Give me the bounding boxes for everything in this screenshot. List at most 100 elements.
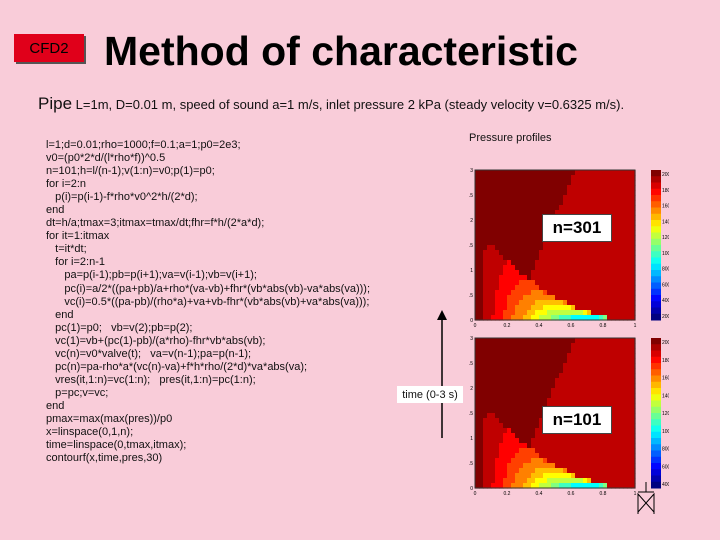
colorbar-tick-label: 1600 — [662, 204, 669, 210]
x-tick-label: 0.6 — [568, 491, 575, 497]
colorbar-swatch — [651, 438, 661, 445]
colorbar-swatch — [651, 232, 661, 240]
pressure-contour-plot-bottom: 3 2.5 2 1.5 1 0.5 00 0.2 0.4 0.6 0.8 1 2000 1800 1600 1… — [469, 328, 669, 498]
colorbar-swatch — [651, 388, 661, 395]
colorbar-swatch — [651, 195, 661, 202]
x-tick-label: 1 — [634, 491, 637, 497]
colorbar-tick-label: 1200 — [662, 235, 669, 241]
code-line: p(i)=p(i-1)-f*rho*v0^2*h/(2*d); — [46, 191, 198, 204]
y-tick-label: 3 — [470, 336, 473, 342]
contour-field — [475, 338, 636, 489]
code-line: end — [46, 399, 65, 412]
code-line: dt=h/a;tmax=3;itmax=tmax/dt;fhr=f*h/(2*a… — [46, 217, 265, 230]
x-tick-label: 0.8 — [600, 491, 607, 497]
code-line: end — [46, 308, 74, 321]
subtitle-lead: Pipe — [38, 94, 73, 113]
colorbar-swatch — [651, 425, 661, 433]
colorbar-swatch — [651, 307, 661, 315]
colorbar-swatch — [651, 313, 661, 321]
colorbar-tick-label: 2000 — [662, 172, 669, 178]
x-tick-label: 0.6 — [568, 323, 575, 329]
code-line: pmax=max(max(pres))/p0 — [46, 412, 173, 425]
colorbar-swatch — [651, 369, 661, 376]
colorbar-tick-label: 1600 — [662, 376, 669, 382]
code-line: contourf(x,time,pres,30) — [46, 452, 163, 465]
x-tick-label: 0.4 — [536, 491, 543, 497]
mesh-label-bottom: n=101 — [542, 406, 612, 434]
y-tick-label: 0.5 — [469, 293, 473, 299]
code-line: vres(it,1:n)=vc(1:n); pres(it,1:n)=pc(1:… — [46, 373, 256, 386]
colorbar-swatch — [651, 238, 661, 246]
colorbar-swatch — [651, 469, 661, 476]
code-line: vc(i)=0.5*((pa-pb)/(rho*a)+va+vb-fhr*(vb… — [46, 295, 370, 308]
colorbar-swatch — [651, 344, 661, 351]
colorbar-swatch — [651, 270, 661, 277]
colorbar-swatch — [651, 245, 661, 252]
colorbar-swatch — [651, 301, 661, 308]
code-line: end — [46, 204, 65, 217]
valve-icon — [637, 482, 655, 514]
colorbar-swatch — [651, 188, 661, 196]
code-line: pc(1)=p0; vb=v(2);pb=p(2); — [46, 321, 193, 334]
mesh-label-top: n=301 — [542, 214, 612, 242]
colorbar-swatch — [651, 257, 661, 265]
y-tick-label: 0.5 — [469, 461, 473, 467]
colorbar-tick-label: 400 — [662, 298, 669, 304]
colorbar-tick-label: 200 — [662, 314, 669, 320]
colorbar-swatch — [651, 213, 661, 221]
colorbar-swatch — [651, 363, 661, 370]
colorbar-tick-label: 600 — [662, 282, 669, 288]
matlab-code-listing: l=1;d=0.01;rho=1000;f=0.1;a=1;p0=2e3; v0=… — [46, 139, 370, 465]
code-line: pa=p(i-1);pb=p(i+1);va=v(i-1);vb=v(i+1); — [46, 269, 257, 282]
colorbar-swatch — [651, 288, 661, 296]
y-tick-label: 1.5 — [469, 411, 473, 417]
time-axis-arrow-icon — [437, 310, 447, 438]
code-line: for i=2:n-1 — [46, 256, 106, 269]
colorbar-tick-label: 1400 — [662, 393, 669, 399]
code-line: time=linspace(0,tmax,itmax); — [46, 439, 187, 452]
pressure-contour-plot-top: 3 2.5 2 1.5 1 0.5 00 0.2 0.4 0.6 0.8 1 2000 1800 1600 1… — [469, 160, 669, 330]
contour-field — [475, 170, 636, 321]
colorbar-tick-label: 1800 — [662, 188, 669, 194]
colorbar-swatch — [651, 207, 661, 215]
section-badge: CFD2 — [14, 34, 84, 62]
page-title: Method of characteristic — [104, 28, 578, 74]
colorbar-swatch — [651, 276, 661, 283]
plot-frame — [474, 337, 636, 489]
x-tick-label: 1 — [634, 323, 637, 329]
colorbar-swatch — [651, 295, 661, 302]
code-line: pc(i)=a/2*((pa+pb)/a+rho*(va-vb)+fhr*(vb… — [46, 282, 371, 295]
colorbar-tick-label: 1000 — [662, 251, 669, 257]
colorbar-tick-label: 1400 — [662, 219, 669, 225]
colorbar-swatch — [651, 481, 661, 489]
y-tick-label: 1 — [470, 436, 473, 442]
colorbar-swatch — [651, 419, 661, 426]
colorbar-tick-label: 1800 — [662, 358, 669, 364]
code-line: pc(n)=pa-rho*a*(vc(n)-va)+f*h*rho/(2*d)*… — [46, 360, 308, 373]
colorbar-tick-label: 800 — [662, 267, 669, 273]
code-line: for it=1:itmax — [46, 230, 110, 243]
y-tick-label: 0 — [470, 318, 473, 324]
colorbar-swatch — [651, 176, 661, 183]
x-tick-label: 0.2 — [504, 323, 511, 329]
y-tick-label: 1 — [470, 268, 473, 274]
colorbar-tick-label: 1000 — [662, 429, 669, 435]
x-tick-label: 0 — [474, 323, 477, 329]
y-tick-label: 2.5 — [469, 193, 473, 199]
plot-caption: Pressure profiles — [469, 132, 552, 144]
y-tick-label: 2 — [470, 218, 473, 224]
plot-frame — [474, 169, 636, 321]
colorbar-swatch — [651, 226, 661, 233]
colorbar-swatch — [651, 282, 661, 290]
colorbar-swatch — [651, 375, 661, 383]
colorbar-swatch — [651, 456, 661, 464]
time-range-label: time (0-3 s) — [397, 386, 463, 403]
colorbar-swatch — [651, 444, 661, 451]
colorbar-swatch — [651, 381, 661, 389]
y-tick-label: 3 — [470, 168, 473, 174]
x-tick-label: 0.2 — [504, 491, 511, 497]
colorbar-swatch — [651, 182, 661, 190]
colorbar-swatch — [651, 356, 661, 364]
x-tick-label: 0.4 — [536, 323, 543, 329]
colorbar-swatch — [651, 350, 661, 358]
